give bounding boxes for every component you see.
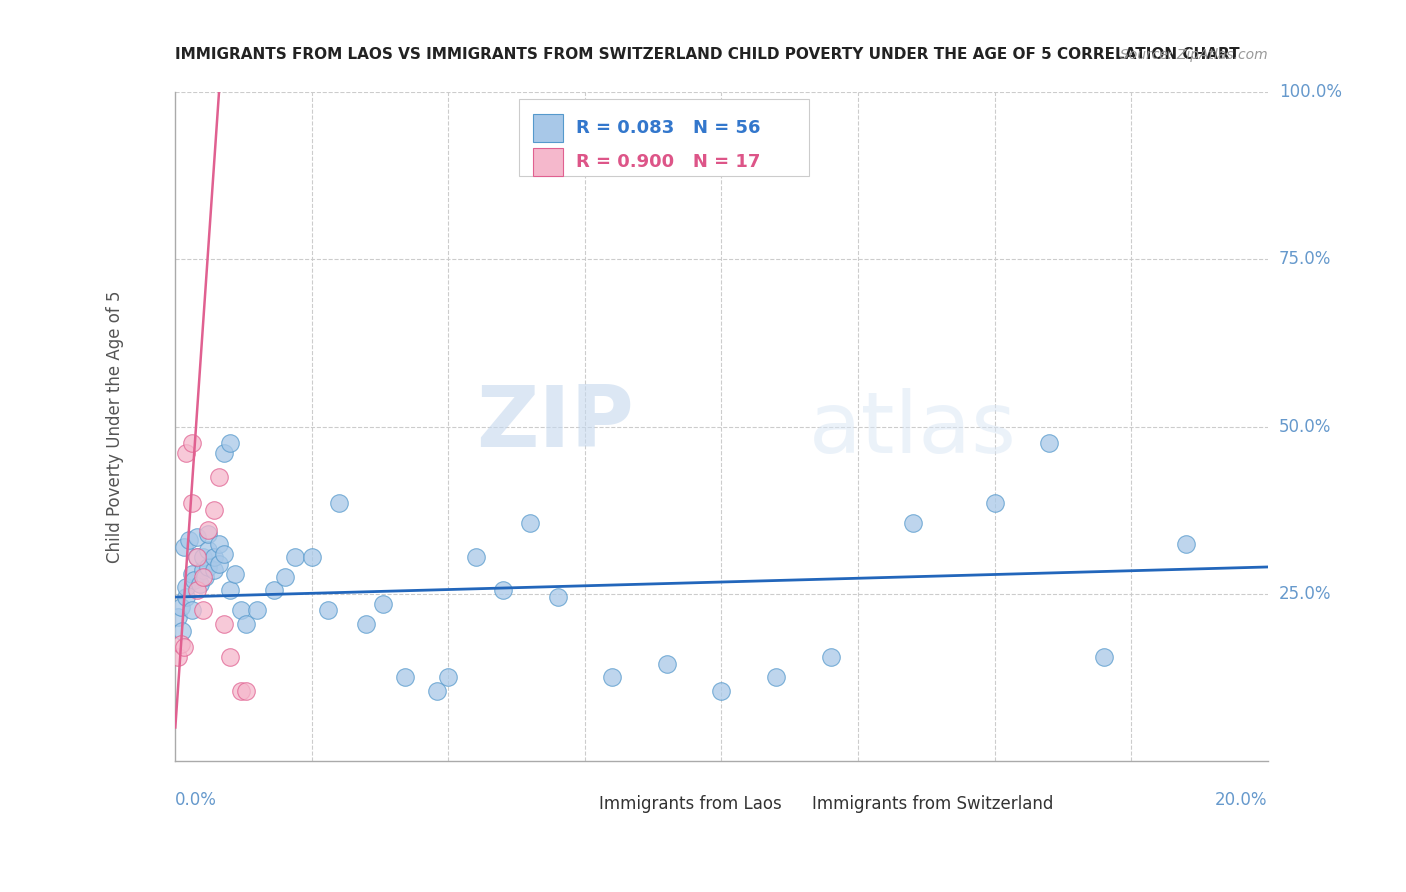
Text: R = 0.083   N = 56: R = 0.083 N = 56 <box>576 119 761 137</box>
Point <box>600 670 623 684</box>
Text: 100.0%: 100.0% <box>1279 83 1341 101</box>
Point <box>301 549 323 564</box>
Point <box>263 583 285 598</box>
Text: 20.0%: 20.0% <box>1215 791 1268 809</box>
Point <box>197 526 219 541</box>
Point <box>371 597 394 611</box>
Point <box>394 670 416 684</box>
Point <box>173 540 195 554</box>
FancyBboxPatch shape <box>519 99 808 176</box>
Point <box>328 496 350 510</box>
Text: 75.0%: 75.0% <box>1279 251 1331 268</box>
Text: IMMIGRANTS FROM LAOS VS IMMIGRANTS FROM SWITZERLAND CHILD POVERTY UNDER THE AGE : IMMIGRANTS FROM LAOS VS IMMIGRANTS FROM … <box>176 47 1240 62</box>
Point <box>219 650 242 665</box>
Point <box>492 583 515 598</box>
Point <box>174 446 197 460</box>
Point <box>202 549 225 564</box>
Point <box>180 566 202 581</box>
Point <box>202 563 225 577</box>
Point <box>901 516 924 531</box>
Point <box>273 570 295 584</box>
Bar <box>533 114 564 142</box>
Point <box>186 530 208 544</box>
Point <box>174 590 197 604</box>
Point <box>202 503 225 517</box>
Point <box>519 516 541 531</box>
Point <box>191 549 214 564</box>
Text: 0.0%: 0.0% <box>176 791 217 809</box>
Point <box>167 650 190 665</box>
Point <box>284 549 307 564</box>
Point <box>214 616 236 631</box>
Point <box>229 683 252 698</box>
Text: Immigrants from Switzerland: Immigrants from Switzerland <box>813 796 1053 814</box>
Point <box>356 616 378 631</box>
Point <box>188 576 211 591</box>
Point <box>219 436 242 450</box>
Point <box>547 590 569 604</box>
Point <box>710 683 733 698</box>
Point <box>229 603 252 617</box>
Text: R = 0.900   N = 17: R = 0.900 N = 17 <box>576 153 761 171</box>
Point <box>170 624 193 638</box>
Point <box>197 523 219 537</box>
Point <box>464 549 486 564</box>
Point <box>426 683 449 698</box>
Point <box>170 637 193 651</box>
Point <box>194 570 217 584</box>
Text: 25.0%: 25.0% <box>1279 585 1331 603</box>
Text: 50.0%: 50.0% <box>1279 417 1331 435</box>
Bar <box>533 148 564 176</box>
Point <box>1038 436 1060 450</box>
Point <box>655 657 678 671</box>
Point <box>1174 536 1197 550</box>
Point <box>191 563 214 577</box>
Point <box>180 436 202 450</box>
Text: atlas: atlas <box>808 388 1017 471</box>
Point <box>820 650 842 665</box>
Point <box>167 610 190 624</box>
Point <box>174 580 197 594</box>
Point <box>197 543 219 558</box>
Point <box>246 603 269 617</box>
Point <box>186 549 208 564</box>
Point <box>197 560 219 574</box>
Point <box>191 570 214 584</box>
Point <box>214 446 236 460</box>
Point <box>219 583 242 598</box>
Point <box>208 557 231 571</box>
Point <box>1092 650 1115 665</box>
Point <box>316 603 339 617</box>
Point <box>983 496 1005 510</box>
Bar <box>568 797 592 816</box>
Point <box>170 600 193 615</box>
Point <box>186 583 208 598</box>
Bar <box>782 797 806 816</box>
Point <box>235 683 257 698</box>
Text: Source: ZipAtlas.com: Source: ZipAtlas.com <box>1121 48 1268 62</box>
Point <box>180 496 202 510</box>
Point <box>208 469 231 483</box>
Text: Immigrants from Laos: Immigrants from Laos <box>599 796 782 814</box>
Point <box>208 536 231 550</box>
Point <box>437 670 460 684</box>
Point <box>765 670 787 684</box>
Point <box>180 603 202 617</box>
Point <box>224 566 246 581</box>
Point <box>235 616 257 631</box>
Point <box>183 574 205 588</box>
Point <box>191 603 214 617</box>
Text: Child Poverty Under the Age of 5: Child Poverty Under the Age of 5 <box>107 290 124 563</box>
Text: ZIP: ZIP <box>477 382 634 465</box>
Point <box>173 640 195 655</box>
Point <box>177 533 200 548</box>
Point <box>214 547 236 561</box>
Point <box>186 549 208 564</box>
